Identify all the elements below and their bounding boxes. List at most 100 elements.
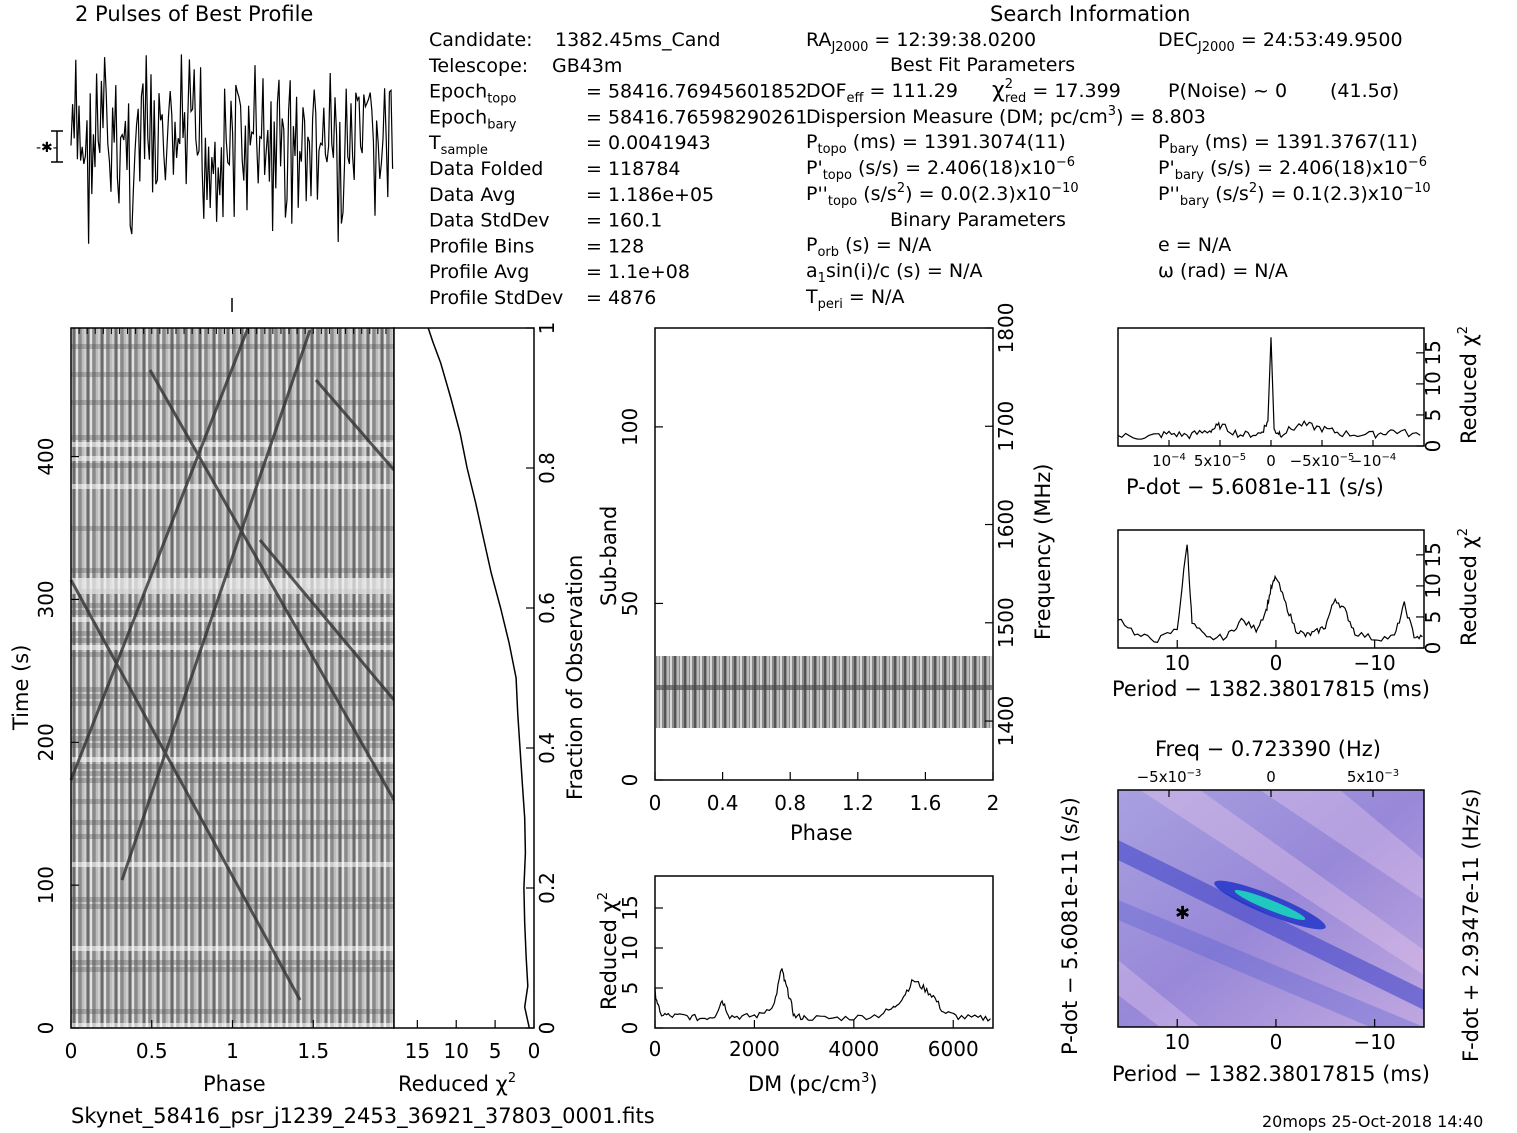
info-value-7: = 160.1 bbox=[586, 210, 662, 232]
info-value-8: = 128 bbox=[586, 235, 644, 257]
best-fit-title: Best Fit Parameters bbox=[890, 54, 1075, 76]
tick-label: 0 bbox=[618, 774, 642, 787]
info-label-3: Epochbary bbox=[429, 106, 517, 132]
svg-text:ω (rad) = N/A: ω (rad) = N/A bbox=[1158, 260, 1288, 282]
profile-marker-icon: -✱- bbox=[36, 140, 58, 156]
tick-label: 0 bbox=[1266, 768, 1276, 786]
tick-label: −5x10−5 bbox=[1290, 452, 1355, 470]
info-value-5: = 118784 bbox=[586, 158, 681, 180]
search-info: RAJ2000 = 12:39:38.0200 DECJ2000 = 24:53… bbox=[805, 29, 1431, 312]
phase-time-panel: 0 0.5 1 1.5 0 100 200 300 400 Phase Time (s) bbox=[9, 327, 396, 1096]
svg-text:Reduced χ2: Reduced χ2 bbox=[596, 892, 621, 1010]
period-xlabel: Period − 1382.38017815 (ms) bbox=[1112, 677, 1430, 701]
tick-label: 0 bbox=[649, 1037, 662, 1061]
tick-label: 0.6 bbox=[535, 592, 559, 624]
svg-text:P'bary (s/s) = 2.406(18)x10−6: P'bary (s/s) = 2.406(18)x10−6 bbox=[1158, 155, 1427, 183]
svg-text:DOFeff = 111.29: DOFeff = 111.29 bbox=[806, 80, 958, 106]
tick-label: 100 bbox=[34, 866, 58, 904]
svg-text:Dispersion Measure (DM; pc/cm3: Dispersion Measure (DM; pc/cm3) = 8.803 bbox=[806, 104, 1206, 128]
tick-label: 10 bbox=[1421, 371, 1445, 396]
tick-label: 0 bbox=[1270, 651, 1283, 675]
tick-label: 6000 bbox=[928, 1037, 979, 1061]
info-value-6: = 1.186e+05 bbox=[586, 184, 714, 206]
info-value-9: = 1.1e+08 bbox=[586, 261, 690, 283]
phase-time-ylabel: Time (s) bbox=[9, 645, 33, 731]
tick-label: 5 bbox=[1421, 611, 1445, 624]
tick-label: 2000 bbox=[729, 1037, 780, 1061]
subband-panel: 0 0.4 0.8 1.2 1.6 2 0 50 100 1400 1500 1600 1700 1800… bbox=[597, 303, 1055, 845]
info-label-2: Epochtopo bbox=[429, 81, 516, 107]
tick-label: 50 bbox=[618, 591, 642, 616]
info-label-9: Profile Avg bbox=[429, 261, 529, 283]
tick-label: 0 bbox=[535, 1022, 559, 1035]
svg-text:a1sin(i)/c (s) = N/A: a1sin(i)/c (s) = N/A bbox=[806, 260, 982, 286]
svg-text:Reduced χ2: Reduced χ2 bbox=[1456, 326, 1481, 444]
svg-text:Tperi = N/A: Tperi = N/A bbox=[805, 286, 904, 312]
info-label-8: Profile Bins bbox=[429, 235, 534, 257]
tick-label: 10 bbox=[443, 1039, 468, 1063]
info-label-5: Data Folded bbox=[429, 158, 543, 180]
svg-text:DECJ2000 = 24:53:49.9500: DECJ2000 = 24:53:49.9500 bbox=[1158, 29, 1403, 55]
info-value-2: = 58416.76945601852 bbox=[586, 81, 807, 103]
search-title: Search Information bbox=[990, 2, 1190, 26]
tick-label: −10−4 bbox=[1350, 452, 1396, 470]
tick-label: −10 bbox=[1354, 1030, 1396, 1054]
footer-filename: Skynet_58416_psr_j1239_2453_36921_37803_… bbox=[71, 1104, 655, 1129]
tick-label: 0 bbox=[649, 791, 662, 815]
subband-ylabel: Sub-band bbox=[597, 506, 621, 606]
tick-label: 5x10−5 bbox=[1194, 452, 1246, 470]
chi-time-xlabel: Reduced χ bbox=[398, 1072, 508, 1096]
dm-curve-panel: 0 2000 4000 6000 0 5 10 15 DM (pc/cm3) Reduced … bbox=[596, 875, 994, 1096]
tick-label: 200 bbox=[34, 723, 58, 761]
svg-text:e = N/A: e = N/A bbox=[1158, 234, 1231, 256]
tick-label: 1 bbox=[535, 322, 559, 335]
info-value-1: GB43m bbox=[552, 55, 622, 77]
tick-label: 2 bbox=[987, 791, 1000, 815]
tick-label: 1.5 bbox=[297, 1039, 329, 1063]
tick-label: 1800 bbox=[994, 303, 1018, 354]
ppdot-top-label: Freq − 0.723390 (Hz) bbox=[1155, 737, 1381, 761]
tick-label: 1700 bbox=[994, 401, 1018, 452]
info-value-3: = 58416.76598290261 bbox=[586, 106, 807, 128]
profile-title: 2 Pulses of Best Profile bbox=[75, 2, 313, 26]
info-value-4: = 0.0041943 bbox=[586, 132, 711, 154]
tick-label: 400 bbox=[34, 437, 58, 475]
subband-right-label: Frequency (MHz) bbox=[1031, 464, 1055, 640]
pdot-curve-panel: 10−4 5x10−5 0 −5x10−5−10−4 0 5 10 15 P-dot − 5.… bbox=[1117, 326, 1481, 499]
best-marker-icon: ✱ bbox=[1175, 903, 1190, 924]
info-label-6: Data Avg bbox=[429, 184, 516, 206]
binary-title: Binary Parameters bbox=[890, 209, 1066, 231]
chi-time-right-label: Fraction of Observation bbox=[563, 555, 587, 800]
tick-label: 0 bbox=[528, 1039, 541, 1063]
tick-label: 1 bbox=[226, 1039, 239, 1063]
info-label-7: Data StdDev bbox=[429, 210, 550, 232]
tick-label: 15 bbox=[1421, 340, 1445, 365]
footer-stamp: 20mops 25-Oct-2018 14:40 bbox=[1262, 1112, 1483, 1131]
ppdot-xlabel: Period − 1382.38017815 (ms) bbox=[1112, 1062, 1430, 1086]
tick-label: 4000 bbox=[828, 1037, 879, 1061]
pdot-ylabel: Reduced χ bbox=[1457, 334, 1481, 444]
tick-label: 0.4 bbox=[535, 732, 559, 764]
pulse-profile-line bbox=[70, 54, 394, 244]
dm-xlabel: DM (pc/cm bbox=[748, 1072, 861, 1096]
svg-text:P''bary (s/s2) = 0.1(2.3)x10−: P''bary (s/s2) = 0.1(2.3)x10−10 bbox=[1158, 181, 1431, 209]
svg-text:Pbary (ms) = 1391.3767(11): Pbary (ms) = 1391.3767(11) bbox=[1158, 131, 1418, 157]
sigma-text: (41.5σ) bbox=[1330, 80, 1399, 102]
dec-label: DEC bbox=[1158, 29, 1198, 51]
tick-label: 0 bbox=[1270, 1030, 1283, 1054]
pdot-curve-line bbox=[1117, 337, 1421, 440]
tick-label: 1500 bbox=[994, 597, 1018, 648]
tick-label: 0.8 bbox=[774, 791, 806, 815]
chi-time-panel: 15 10 5 0 0 0.2 0.4 0.6 0.8 1 Reduced χ2 Fraction… bbox=[393, 322, 587, 1096]
pdot-xlabel: P-dot − 5.6081e-11 (s/s) bbox=[1126, 475, 1384, 499]
svg-text:P'topo (s/s) = 2.406(18)x10−6: P'topo (s/s) = 2.406(18)x10−6 bbox=[806, 155, 1075, 183]
period-ylabel: Reduced χ bbox=[1457, 536, 1481, 646]
chi-time-line bbox=[427, 327, 531, 1029]
info-label-4: Tsample bbox=[428, 132, 488, 158]
period-curve-panel: 10 0 −10 0 5 10 15 Period − 1382.38017815 (ms)… bbox=[1112, 528, 1481, 701]
svg-text:DM (pc/cm3): DM (pc/cm3) bbox=[748, 1071, 878, 1096]
tick-label: −10 bbox=[1354, 651, 1396, 675]
tick-label: 15 bbox=[1421, 542, 1445, 567]
tick-label: 10−4 bbox=[1152, 452, 1186, 470]
